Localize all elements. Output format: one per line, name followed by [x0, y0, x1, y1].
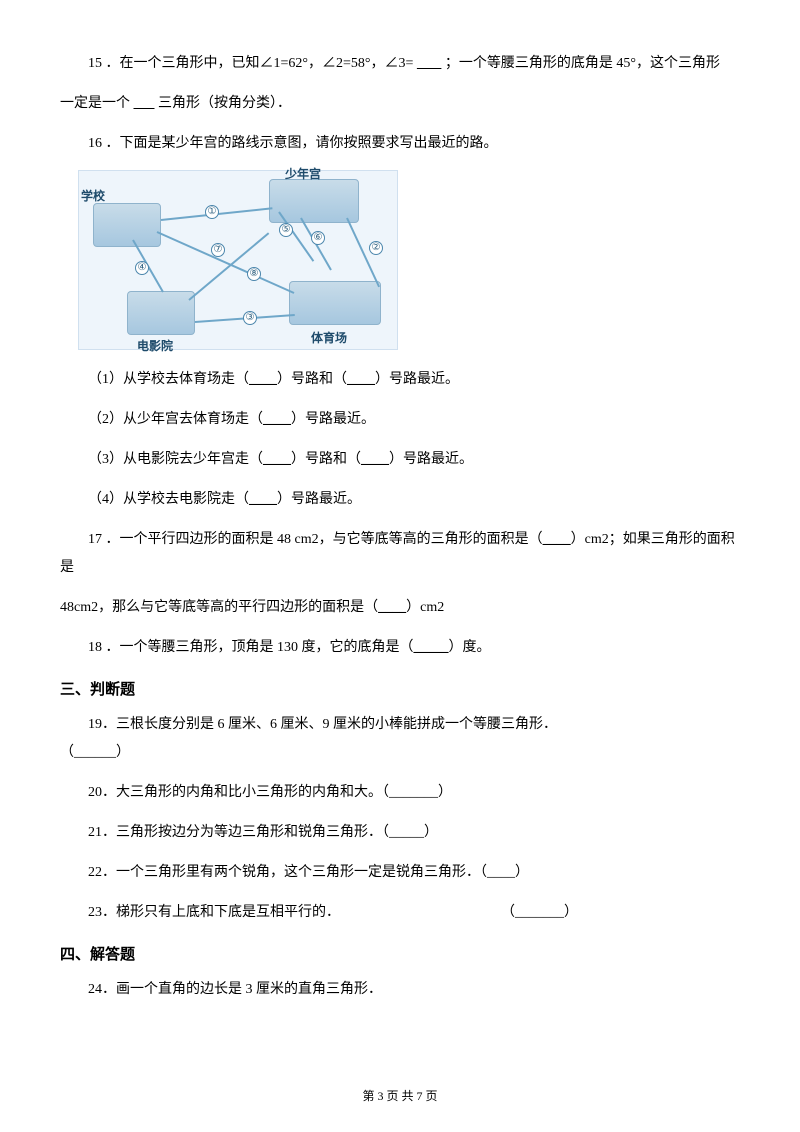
- question-20: 20．大三角形的内角和比小三角形的内角和大。（_______）: [60, 779, 740, 807]
- q21-num: 21: [88, 825, 102, 840]
- q20-text: ．大三角形的内角和比小三角形的内角和大。（_______）: [102, 785, 452, 800]
- q16-blank3b[interactable]: ____: [361, 452, 389, 467]
- q16-sub2: （2）从少年宫去体育场走（____）号路最近。: [60, 406, 740, 434]
- q17-num: 17: [88, 532, 102, 547]
- q16-num: 16: [88, 136, 102, 151]
- q16-sub3-c: ）号路最近。: [389, 452, 473, 467]
- map-edge-8: [188, 232, 269, 300]
- q15-seg1: ．在一个三角形中，已知∠1=62°，∠2=58°，∠3=: [106, 56, 414, 71]
- q22-text: ．一个三角形里有两个锐角，这个三角形一定是锐角三角形．（____）: [102, 865, 529, 880]
- map-edge-7: [157, 231, 295, 294]
- q18-num: 18: [88, 640, 102, 655]
- q23-num: 23: [88, 905, 102, 920]
- q22-num: 22: [88, 865, 102, 880]
- q21-text: ．三角形按边分为等边三角形和锐角三角形．（_____）: [102, 825, 438, 840]
- q19-text: ．三根长度分别是 6 厘米、6 厘米、9 厘米的小棒能拼成一个等腰三角形．: [102, 717, 557, 732]
- map-num-1: ①: [205, 205, 219, 219]
- q16-sub3-b: ）号路和（: [291, 452, 361, 467]
- map-num-7: ⑦: [211, 243, 225, 257]
- question-24: 24．画一个直角的边长是 3 厘米的直角三角形．: [60, 976, 740, 1004]
- map-num-5: ⑤: [279, 223, 293, 237]
- question-17: 17 ．一个平行四边形的面积是 48 cm2，与它等底等高的三角形的面积是（__…: [60, 526, 740, 582]
- q17-seg1: ．一个平行四边形的面积是 48 cm2，与它等底等高的三角形的面积是（: [106, 532, 543, 547]
- q18-seg2: ）度。: [449, 640, 491, 655]
- question-16: 16 ．下面是某少年宫的路线示意图，请你按照要求写出最近的路。: [60, 130, 740, 158]
- q16-sub1-b: ）号路和（: [277, 372, 347, 387]
- q19-paren[interactable]: （______）: [60, 745, 130, 760]
- q16-sub1-c: ）号路最近。: [375, 372, 459, 387]
- q16-blank3a[interactable]: ____: [263, 452, 291, 467]
- q17-blank2[interactable]: ____: [378, 600, 406, 615]
- map-label-school: 学校: [81, 187, 105, 204]
- q18-blank[interactable]: _____: [414, 640, 449, 655]
- section-3-title: 三、判断题: [60, 678, 740, 699]
- q15-seg4: 三角形（按角分类）．: [158, 96, 291, 111]
- q16-sub4-b: ）号路最近。: [277, 492, 361, 507]
- question-15: 15 ．在一个三角形中，已知∠1=62°，∠2=58°，∠3= ；一个等腰三角形…: [60, 50, 740, 78]
- q15-seg2: ；一个等腰三角形的底角是 45°，这个三角形: [445, 56, 720, 71]
- question-23: 23．梯形只有上底和下底是互相平行的． （_______）: [60, 899, 740, 927]
- q16-sub4-a: （4）从学校去电影院走（: [88, 492, 249, 507]
- question-21: 21．三角形按边分为等边三角形和锐角三角形．（_____）: [60, 819, 740, 847]
- q17-seg3: 48cm2，那么与它等底等高的平行四边形的面积是（: [60, 600, 378, 615]
- q16-blank2[interactable]: ____: [263, 412, 291, 427]
- q24-num: 24: [88, 982, 102, 997]
- map-num-4: ④: [135, 261, 149, 275]
- q23-text: ．梯形只有上底和下底是互相平行的．: [102, 905, 340, 920]
- q15-seg3: 一定是一个: [60, 96, 130, 111]
- q16-sub1-a: （1）从学校去体育场走（: [88, 372, 249, 387]
- question-18: 18 ．一个等腰三角形，顶角是 130 度，它的底角是（_____）度。: [60, 634, 740, 662]
- q15-blank1[interactable]: [417, 56, 442, 71]
- question-19: 19．三根长度分别是 6 厘米、6 厘米、9 厘米的小棒能拼成一个等腰三角形． …: [60, 711, 740, 767]
- q16-sub2-a: （2）从少年宫去体育场走（: [88, 412, 263, 427]
- map-node-school: [93, 203, 161, 247]
- q16-sub3: （3）从电影院去少年宫走（____）号路和（____）号路最近。: [60, 446, 740, 474]
- q16-blank1b[interactable]: ____: [347, 372, 375, 387]
- q16-sub4: （4）从学校去电影院走（____）号路最近。: [60, 486, 740, 514]
- map-label-cinema: 电影院: [137, 337, 173, 354]
- q16-sub2-b: ）号路最近。: [291, 412, 375, 427]
- q20-num: 20: [88, 785, 102, 800]
- q17-seg4: ）cm2: [406, 600, 444, 615]
- q16-sub1: （1）从学校去体育场走（____）号路和（____）号路最近。: [60, 366, 740, 394]
- q19-num: 19: [88, 717, 102, 732]
- map-num-8: ⑧: [247, 267, 261, 281]
- map-num-2: ②: [369, 241, 383, 255]
- page-footer: 第 3 页 共 7 页: [0, 1087, 800, 1104]
- q15-num: 15: [88, 56, 102, 71]
- map-node-cinema: [127, 291, 195, 335]
- map-num-3: ③: [243, 311, 257, 325]
- q24-text: ．画一个直角的边长是 3 厘米的直角三角形．: [102, 982, 382, 997]
- q18-seg1: ．一个等腰三角形，顶角是 130 度，它的底角是（: [106, 640, 414, 655]
- map-num-6: ⑥: [311, 231, 325, 245]
- map-label-stadium: 体育场: [311, 329, 347, 346]
- route-map: ① ② ③ ④ ⑤ ⑥ ⑦ ⑧ 学校 少年宫 电影院 体育场: [78, 170, 398, 350]
- question-17-line2: 48cm2，那么与它等底等高的平行四边形的面积是（____）cm2: [60, 594, 740, 622]
- map-label-palace: 少年宫: [285, 165, 321, 182]
- q16-text: ．下面是某少年宫的路线示意图，请你按照要求写出最近的路。: [106, 136, 498, 151]
- map-node-stadium: [289, 281, 381, 325]
- q16-blank4[interactable]: ____: [249, 492, 277, 507]
- q15-blank2[interactable]: [134, 96, 155, 111]
- q23-paren[interactable]: （_______）: [501, 905, 578, 920]
- q16-sub3-a: （3）从电影院去少年宫走（: [88, 452, 263, 467]
- q17-blank1[interactable]: ____: [543, 532, 571, 547]
- question-22: 22．一个三角形里有两个锐角，这个三角形一定是锐角三角形．（____）: [60, 859, 740, 887]
- q16-blank1a[interactable]: ____: [249, 372, 277, 387]
- question-15-line2: 一定是一个 三角形（按角分类）．: [60, 90, 740, 118]
- section-4-title: 四、解答题: [60, 943, 740, 964]
